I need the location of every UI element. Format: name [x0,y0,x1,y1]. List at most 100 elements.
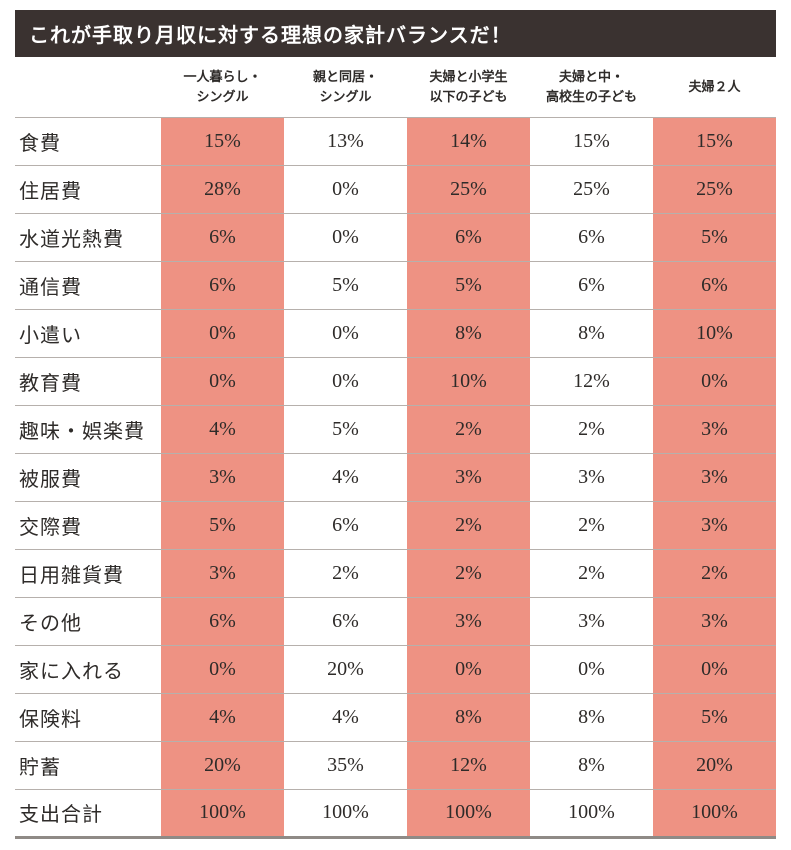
value-cell: 5% [407,261,530,310]
value-cell: 6% [161,213,284,262]
table-row: その他 6% 6% 3% 3% 3% [15,597,776,646]
table-row: 交際費 5% 6% 2% 2% 3% [15,501,776,550]
value-cell: 35% [284,741,407,790]
header-row: 一人暮らし・ シングル 親と同居・ シングル 夫婦と小学生 以下の子ども 夫婦と… [15,57,776,118]
row-label: 貯蓄 [15,741,161,790]
value-cell: 0% [161,645,284,694]
row-label: 交際費 [15,501,161,550]
value-cell: 2% [284,549,407,598]
value-cell: 5% [284,405,407,454]
value-cell: 25% [530,165,653,214]
value-cell: 100% [653,789,776,839]
column-header-single-living-alone: 一人暮らし・ シングル [161,57,284,118]
value-cell: 2% [407,549,530,598]
value-cell: 6% [161,597,284,646]
row-label: 被服費 [15,453,161,502]
value-cell: 6% [284,597,407,646]
value-cell: 2% [407,405,530,454]
value-cell: 0% [407,645,530,694]
value-cell: 5% [161,501,284,550]
value-cell: 3% [653,453,776,502]
row-label: 小遣い [15,309,161,358]
value-cell: 2% [530,549,653,598]
column-header-single-with-parents: 親と同居・ シングル [284,57,407,118]
value-cell: 5% [284,261,407,310]
page-title: これが手取り月収に対する理想の家計バランスだ！ [15,10,776,57]
budget-table: 一人暮らし・ シングル 親と同居・ シングル 夫婦と小学生 以下の子ども 夫婦と… [15,57,776,839]
value-cell: 4% [161,405,284,454]
value-cell: 6% [284,501,407,550]
value-cell: 3% [161,549,284,598]
table-header: 一人暮らし・ シングル 親と同居・ シングル 夫婦と小学生 以下の子ども 夫婦と… [15,57,776,118]
row-label: その他 [15,597,161,646]
row-label: 支出合計 [15,789,161,839]
value-cell: 20% [653,741,776,790]
value-cell: 3% [407,597,530,646]
row-label: 水道光熱費 [15,213,161,262]
value-cell: 2% [530,405,653,454]
table-row: 教育費 0% 0% 10% 12% 0% [15,357,776,406]
value-cell: 5% [653,213,776,262]
table-row: 支出合計 100% 100% 100% 100% 100% [15,789,776,839]
value-cell: 25% [407,165,530,214]
value-cell: 13% [284,117,407,166]
value-cell: 4% [284,453,407,502]
value-cell: 6% [530,213,653,262]
value-cell: 15% [161,117,284,166]
value-cell: 8% [407,309,530,358]
row-label: 住居費 [15,165,161,214]
table-row: 趣味・娯楽費 4% 5% 2% 2% 3% [15,405,776,454]
value-cell: 100% [284,789,407,839]
value-cell: 0% [284,309,407,358]
row-label: 保険料 [15,693,161,742]
row-label: 趣味・娯楽費 [15,405,161,454]
row-label: 家に入れる [15,645,161,694]
table-row: 保険料 4% 4% 8% 8% 5% [15,693,776,742]
value-cell: 10% [407,357,530,406]
value-cell: 8% [530,741,653,790]
value-cell: 4% [161,693,284,742]
value-cell: 20% [161,741,284,790]
value-cell: 2% [407,501,530,550]
value-cell: 15% [653,117,776,166]
table-row: 被服費 3% 4% 3% 3% 3% [15,453,776,502]
value-cell: 10% [653,309,776,358]
value-cell: 100% [530,789,653,839]
row-label: 教育費 [15,357,161,406]
value-cell: 0% [284,213,407,262]
value-cell: 5% [653,693,776,742]
row-label: 日用雑貨費 [15,549,161,598]
value-cell: 14% [407,117,530,166]
table-row: 水道光熱費 6% 0% 6% 6% 5% [15,213,776,262]
corner-cell [15,57,161,118]
value-cell: 0% [653,357,776,406]
value-cell: 0% [161,357,284,406]
value-cell: 12% [530,357,653,406]
row-label: 食費 [15,117,161,166]
table-row: 日用雑貨費 3% 2% 2% 2% 2% [15,549,776,598]
row-label: 通信費 [15,261,161,310]
value-cell: 6% [161,261,284,310]
table-row: 小遣い 0% 0% 8% 8% 10% [15,309,776,358]
value-cell: 12% [407,741,530,790]
value-cell: 0% [161,309,284,358]
value-cell: 100% [407,789,530,839]
value-cell: 2% [653,549,776,598]
value-cell: 3% [653,597,776,646]
value-cell: 8% [407,693,530,742]
value-cell: 6% [530,261,653,310]
table-row: 通信費 6% 5% 5% 6% 6% [15,261,776,310]
table-row: 家に入れる 0% 20% 0% 0% 0% [15,645,776,694]
value-cell: 20% [284,645,407,694]
value-cell: 0% [284,165,407,214]
table-row: 貯蓄 20% 35% 12% 8% 20% [15,741,776,790]
value-cell: 6% [653,261,776,310]
value-cell: 8% [530,693,653,742]
column-header-couple-teen-children: 夫婦と中・ 高校生の子ども [530,57,653,118]
table-body: 食費 15% 13% 14% 15% 15% 住居費 28% 0% 25% 25… [15,117,776,839]
value-cell: 3% [653,405,776,454]
value-cell: 8% [530,309,653,358]
value-cell: 3% [653,501,776,550]
table-row: 食費 15% 13% 14% 15% 15% [15,117,776,166]
